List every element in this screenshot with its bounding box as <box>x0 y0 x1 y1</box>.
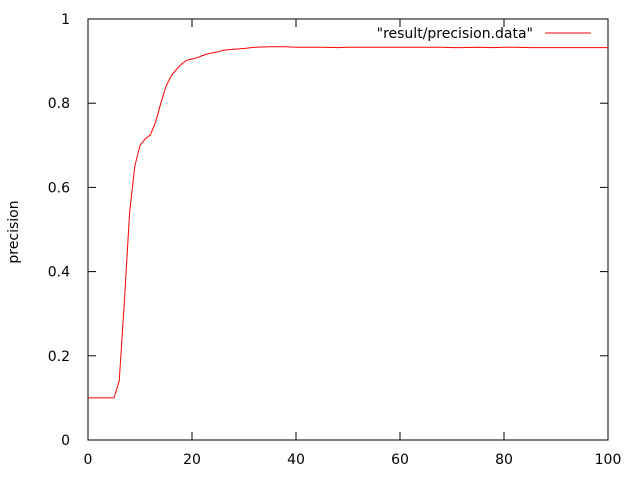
y-tick-labels: 0 0.2 0.4 0.6 0.8 1 <box>48 12 70 449</box>
y-tick-label: 0.2 <box>48 349 70 365</box>
x-tick-label: 40 <box>287 452 305 468</box>
series-line <box>88 46 608 399</box>
y-tick-label: 0.4 <box>48 265 70 281</box>
x-tick-labels: 0 20 40 60 80 100 <box>84 452 622 468</box>
x-tick-label: 20 <box>183 452 201 468</box>
series-layer <box>88 46 608 399</box>
plot-frame <box>87 18 609 441</box>
x-tick-label: 60 <box>391 452 409 468</box>
y-axis-label: precision <box>6 200 22 263</box>
x-tick-label: 80 <box>495 452 513 468</box>
y-tick-label: 0 <box>61 433 70 449</box>
y-tick-label: 0.8 <box>48 96 70 112</box>
x-tick-label: 100 <box>595 452 622 468</box>
x-tick-label: 0 <box>84 452 93 468</box>
legend: "result/precision.data" <box>377 26 591 42</box>
tick-marks <box>87 18 609 441</box>
y-tick-label: 0.6 <box>48 180 70 196</box>
legend-label: "result/precision.data" <box>377 26 533 42</box>
y-tick-label: 1 <box>61 12 70 28</box>
